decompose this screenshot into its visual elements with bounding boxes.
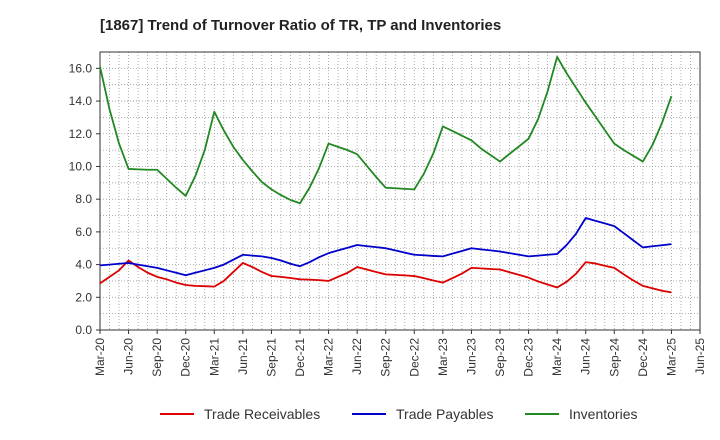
grid-lines: [99, 52, 701, 330]
legend-label: Trade Receivables: [204, 406, 320, 422]
series-line-trade-receivables: [99, 259, 672, 294]
x-tick-label: Dec-24: [636, 338, 650, 377]
y-tick-label: 4.0: [75, 258, 92, 272]
x-tick-label: Dec-21: [293, 338, 307, 377]
x-tick-label: Dec-23: [522, 338, 536, 377]
x-tick-label: Jun-22: [350, 338, 364, 375]
series-line-inventories: [99, 56, 673, 205]
x-tick-label: Sep-22: [379, 338, 393, 377]
x-tick-label: Dec-22: [407, 338, 421, 377]
x-tick-label: Mar-21: [207, 338, 221, 376]
x-tick-label: Jun-21: [236, 338, 250, 375]
x-tick-label: Jun-20: [122, 338, 136, 375]
series-lines: [99, 56, 673, 294]
legend: Trade Receivables Trade Payables Inventori…: [160, 406, 637, 422]
y-tick-label: 8.0: [75, 192, 92, 206]
x-tick-label: Sep-21: [264, 338, 278, 377]
series-line-trade-payables: [99, 217, 672, 277]
y-tick-label: 0.0: [75, 323, 92, 337]
y-tick-label: 14.0: [69, 94, 93, 108]
x-tick-label: Sep-23: [493, 338, 507, 377]
legend-label: Trade Payables: [396, 406, 494, 422]
x-tick-label: Mar-22: [322, 338, 336, 376]
y-tick-label: 10.0: [69, 159, 93, 173]
legend-label: Inventories: [569, 406, 637, 422]
y-tick-label: 2.0: [75, 290, 92, 304]
x-tick-label: Dec-20: [179, 338, 193, 377]
x-tick-label: Sep-24: [607, 338, 621, 377]
x-axis: Mar-20 Jun-20 Sep-20 Dec-20 Mar-21 Jun-21 Sep-…: [93, 330, 707, 377]
x-tick-label: Jun-25: [693, 338, 707, 375]
y-axis: 0.0 2.0 4.0 6.0 8.0 10.0 12.0 14.0 16.0: [69, 61, 100, 337]
x-tick-label: Jun-23: [464, 338, 478, 375]
x-tick-label: Mar-23: [436, 338, 450, 376]
x-tick-label: Mar-24: [550, 338, 564, 376]
x-tick-label: Mar-20: [93, 338, 107, 376]
y-tick-label: 16.0: [69, 61, 93, 75]
plot-area: [99, 51, 701, 331]
y-tick-label: 6.0: [75, 225, 92, 239]
y-tick-label: 12.0: [69, 127, 93, 141]
x-tick-label: Sep-20: [150, 338, 164, 377]
x-tick-label: Mar-25: [664, 338, 678, 376]
chart-title: [1867] Trend of Turnover Ratio of TR, TP…: [100, 17, 501, 34]
x-tick-label: Jun-24: [579, 338, 593, 375]
